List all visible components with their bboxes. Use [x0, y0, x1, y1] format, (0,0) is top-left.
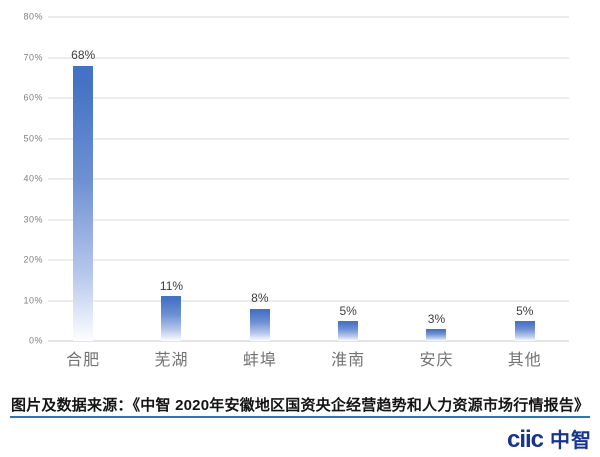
bar-column: 68%	[39, 17, 127, 341]
bar	[249, 308, 270, 341]
source-caption: 图片及数据来源：《中智 2020年安徽地区国资央企经营趋势和人力资源市场行情报告…	[11, 397, 590, 414]
y-tick-label: 60%	[23, 92, 43, 103]
y-tick-label: 10%	[23, 295, 43, 305]
x-tick-label: 安庆	[419, 352, 454, 369]
gridline	[48, 219, 569, 220]
y-tick-label: 20%	[23, 254, 43, 265]
x-axis-line	[48, 340, 569, 342]
bar-value-label: 5%	[516, 303, 534, 318]
bar-column: 5%	[481, 17, 569, 341]
bar-value-label: 11%	[159, 279, 184, 294]
x-tick-label: 芜湖	[154, 352, 189, 369]
gridline	[48, 16, 569, 18]
bar-value-label: 3%	[427, 311, 446, 326]
x-tick-label: 其他	[507, 352, 542, 369]
bar	[161, 296, 182, 341]
bar	[514, 320, 535, 341]
bar-value-label: 5%	[339, 303, 357, 318]
gridlines	[48, 16, 569, 342]
y-tick-label: 70%	[23, 52, 43, 62]
gridline	[48, 178, 569, 180]
gridline	[48, 259, 569, 261]
y-tick-label: 50%	[23, 133, 43, 143]
bar-column: 3%	[392, 17, 480, 341]
x-tick-label: 蚌埠	[242, 352, 277, 369]
gridline	[48, 138, 569, 139]
gridline	[48, 300, 569, 301]
bar-column: 11%	[127, 17, 215, 341]
bar	[426, 328, 447, 341]
bar	[73, 65, 94, 341]
bar-chart: 0% 10% 20% 30% 40% 50% 60% 70% 80% 68% 11% 8% 5% 3% 5…	[0, 12, 569, 370]
x-tick-label: 淮南	[331, 352, 366, 369]
x-tick-label: 合肥	[66, 352, 101, 369]
y-axis-labels: 0% 10% 20% 30% 40% 50% 60% 70% 80%	[0, 12, 43, 345]
y-tick-label: 40%	[23, 173, 43, 184]
gridline	[48, 57, 569, 58]
bar-column: 5%	[304, 17, 392, 341]
bars-row: 68% 11% 8% 5% 3% 5%	[39, 17, 569, 341]
ciic-logo: ciic 中智	[507, 428, 592, 452]
ciic-logo-latin: ciic	[506, 426, 544, 453]
bar-value-label: 8%	[251, 291, 269, 306]
y-tick-label: 0%	[28, 335, 43, 346]
y-tick-label: 80%	[23, 11, 43, 22]
x-axis-labels: 合肥 芜湖 蚌埠 淮南 安庆 其他	[39, 346, 569, 370]
bar	[338, 320, 359, 341]
divider-line	[10, 416, 590, 418]
ciic-logo-cn: 中智	[550, 430, 592, 452]
bar-value-label: 68%	[71, 48, 96, 63]
y-tick-label: 30%	[23, 214, 43, 224]
gridline	[48, 97, 569, 99]
bar-column: 8%	[216, 17, 304, 341]
